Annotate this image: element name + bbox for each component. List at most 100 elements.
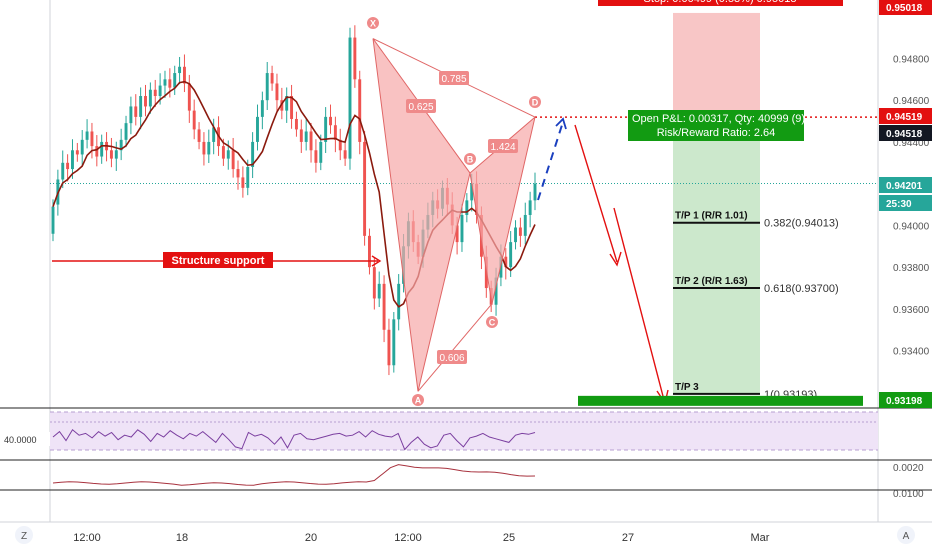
candle-body	[260, 100, 264, 117]
candle-body	[319, 141, 323, 163]
ratio-label-2: 1.424	[490, 142, 515, 153]
candle-body	[265, 73, 269, 101]
candle-body	[280, 100, 284, 111]
candle-body	[514, 227, 517, 243]
stop-info-box	[598, 0, 843, 6]
time-axis-label: 12:00	[394, 532, 422, 544]
candle-body	[465, 200, 469, 215]
price-highlight-bg	[879, 125, 932, 141]
candle-body	[124, 123, 128, 140]
price-axis: 0.94800 0.94600 0.94400 0.94000 0.93800 0.936…	[879, 0, 932, 408]
position-info-box	[628, 110, 804, 141]
timezone-button[interactable]	[15, 526, 33, 544]
candle-body	[221, 146, 225, 159]
candle-body	[368, 235, 371, 268]
auto-scale-button[interactable]	[897, 526, 915, 544]
candle-body	[460, 214, 464, 243]
candle-body	[80, 139, 84, 155]
candle-body	[377, 283, 381, 299]
harmonic-pattern	[372, 38, 536, 392]
candle-body	[251, 141, 255, 167]
candle-body	[134, 106, 138, 117]
position-info-line1: Open P&L: 0.00317, Qty: 40999 (9)	[632, 113, 805, 125]
candle-body	[504, 256, 508, 268]
candle-body	[455, 225, 459, 243]
candle-body	[533, 183, 537, 201]
down-arrow-1	[574, 124, 618, 263]
rsi-value-bg	[0, 432, 50, 446]
time-axis-label: 25	[503, 532, 515, 544]
candle-body	[95, 146, 99, 157]
candle-body	[163, 79, 167, 86]
candle-body	[363, 141, 367, 236]
ratio-label-bg	[406, 99, 436, 113]
position-info-line2: Risk/Reward Ratio: 2.64	[657, 127, 776, 139]
candle-body	[148, 89, 152, 107]
candle-body	[197, 129, 201, 142]
tp2-value: 0.618(0.93700)	[764, 283, 839, 295]
structure-support-label-bg	[163, 252, 273, 268]
candle-body	[348, 37, 352, 159]
candle-body	[119, 139, 123, 151]
candle-body	[343, 150, 347, 159]
price-tick-label: 0.94600	[893, 96, 930, 107]
point-label-bg	[486, 316, 498, 328]
candle-body	[353, 37, 357, 80]
candle-body	[285, 96, 289, 111]
profit-zone	[673, 117, 760, 394]
point-label-x: X	[370, 19, 376, 29]
pattern-ac-line	[417, 303, 493, 392]
indicator-line	[52, 464, 536, 486]
candle-body	[518, 227, 522, 236]
point-label-a: A	[415, 396, 422, 406]
candle-body	[144, 96, 147, 107]
candle-body	[523, 214, 527, 236]
ratio-label-bg	[437, 350, 467, 364]
candle-body	[275, 83, 279, 101]
candle-body	[333, 125, 337, 140]
price-highlight-bg	[879, 0, 932, 15]
candle-body	[139, 96, 143, 117]
candle-body	[109, 150, 113, 159]
price-highlight-label: 0.93198	[886, 396, 923, 407]
tp3-label: T/P 3	[675, 382, 699, 393]
candle-body	[494, 277, 498, 305]
projection-arrowhead	[555, 117, 567, 130]
candle-body	[290, 96, 294, 119]
price-tick-label: 0.94000	[893, 221, 930, 232]
time-axis-label: 20	[305, 532, 317, 544]
tp1-value: 0.382(0.94013)	[764, 218, 839, 230]
candle-body	[509, 242, 513, 268]
candle-body	[114, 150, 118, 159]
ratio-label-bg	[488, 139, 518, 153]
point-label-bg	[367, 17, 379, 29]
candle-body	[338, 139, 342, 151]
candle-body	[270, 73, 274, 84]
candle-body	[256, 116, 259, 142]
indicator-tick-label: 0.0020	[893, 463, 924, 474]
price-highlight-bg	[879, 392, 932, 408]
price-highlight-bg	[879, 108, 932, 124]
down-arrow-1-head	[609, 251, 622, 267]
rsi-line	[52, 429, 536, 451]
price-tick-label: 0.93600	[893, 305, 930, 316]
structure-support-arrowhead	[371, 255, 382, 267]
candle-body	[100, 141, 104, 157]
ratio-label-bg	[439, 71, 469, 85]
candle-body	[324, 116, 328, 142]
time-axis-label: Mar	[751, 532, 770, 544]
candle-body	[71, 150, 74, 170]
candle-body	[294, 118, 298, 130]
price-highlight-bg	[879, 177, 932, 193]
candle-body	[168, 79, 172, 88]
price-highlight-label: 0.95018	[886, 3, 923, 14]
candle-body	[387, 329, 391, 366]
candle-body	[212, 127, 216, 142]
candle-body	[314, 150, 318, 163]
candle-body	[231, 150, 235, 170]
point-label-d: D	[532, 98, 539, 108]
tp1-label: T/P 1 (R/R 1.01)	[675, 211, 748, 222]
candle-body	[382, 283, 386, 330]
